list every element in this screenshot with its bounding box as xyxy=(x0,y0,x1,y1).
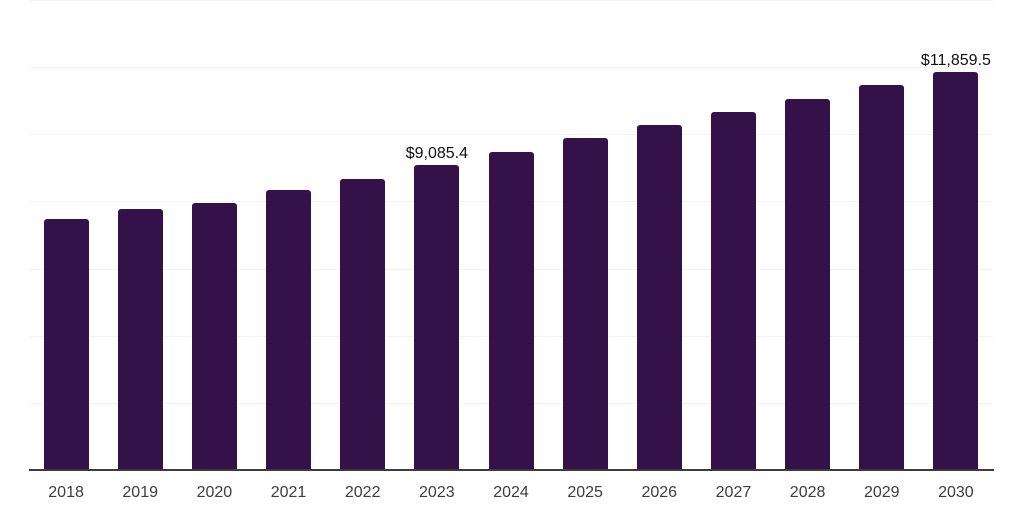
x-axis-labels: 2018 2019 2020 2021 2022 2023 2024 2025 2026 2027… xyxy=(29,481,993,505)
bar-2029 xyxy=(859,85,905,470)
bar-2018 xyxy=(43,219,89,470)
x-axis-line xyxy=(29,469,994,471)
x-tick-label-2024: 2024 xyxy=(493,484,529,501)
bar-value-label-2030: $11,859.5 xyxy=(920,51,991,69)
x-tick-label-2025: 2025 xyxy=(567,484,603,501)
gridline xyxy=(29,0,993,1)
x-tick-label-2022: 2022 xyxy=(344,484,381,501)
x-tick-label-2020: 2020 xyxy=(196,484,233,501)
bar-2025 xyxy=(562,138,608,470)
gridline xyxy=(29,134,993,136)
x-tick-label-2021: 2021 xyxy=(270,484,307,501)
bar-2024 xyxy=(488,151,534,470)
bar-value-label-2023: $9,085.4 xyxy=(405,145,468,162)
x-tick-label-2030: 2030 xyxy=(938,484,974,501)
x-tick-label-2027: 2027 xyxy=(715,484,752,501)
bar-2027 xyxy=(710,111,756,470)
bar-2019 xyxy=(117,208,163,470)
bar-2022 xyxy=(340,178,386,470)
x-tick-label-2023: 2023 xyxy=(419,484,455,501)
bar-2026 xyxy=(636,125,682,470)
x-tick-label-2019: 2019 xyxy=(122,484,158,501)
bar-2020 xyxy=(191,202,237,470)
bar-2021 xyxy=(266,190,312,470)
x-tick-label-2028: 2028 xyxy=(789,484,826,501)
x-tick-label-2018: 2018 xyxy=(48,484,84,501)
x-tick-label-2026: 2026 xyxy=(641,484,678,501)
bar-2023 xyxy=(414,165,460,470)
bar-2030 xyxy=(933,71,979,470)
bar-2028 xyxy=(785,98,831,470)
plot-area: $9,085.4 $11,859.5 xyxy=(29,0,994,471)
gridline xyxy=(29,67,993,69)
x-tick-label-2029: 2029 xyxy=(863,484,900,501)
